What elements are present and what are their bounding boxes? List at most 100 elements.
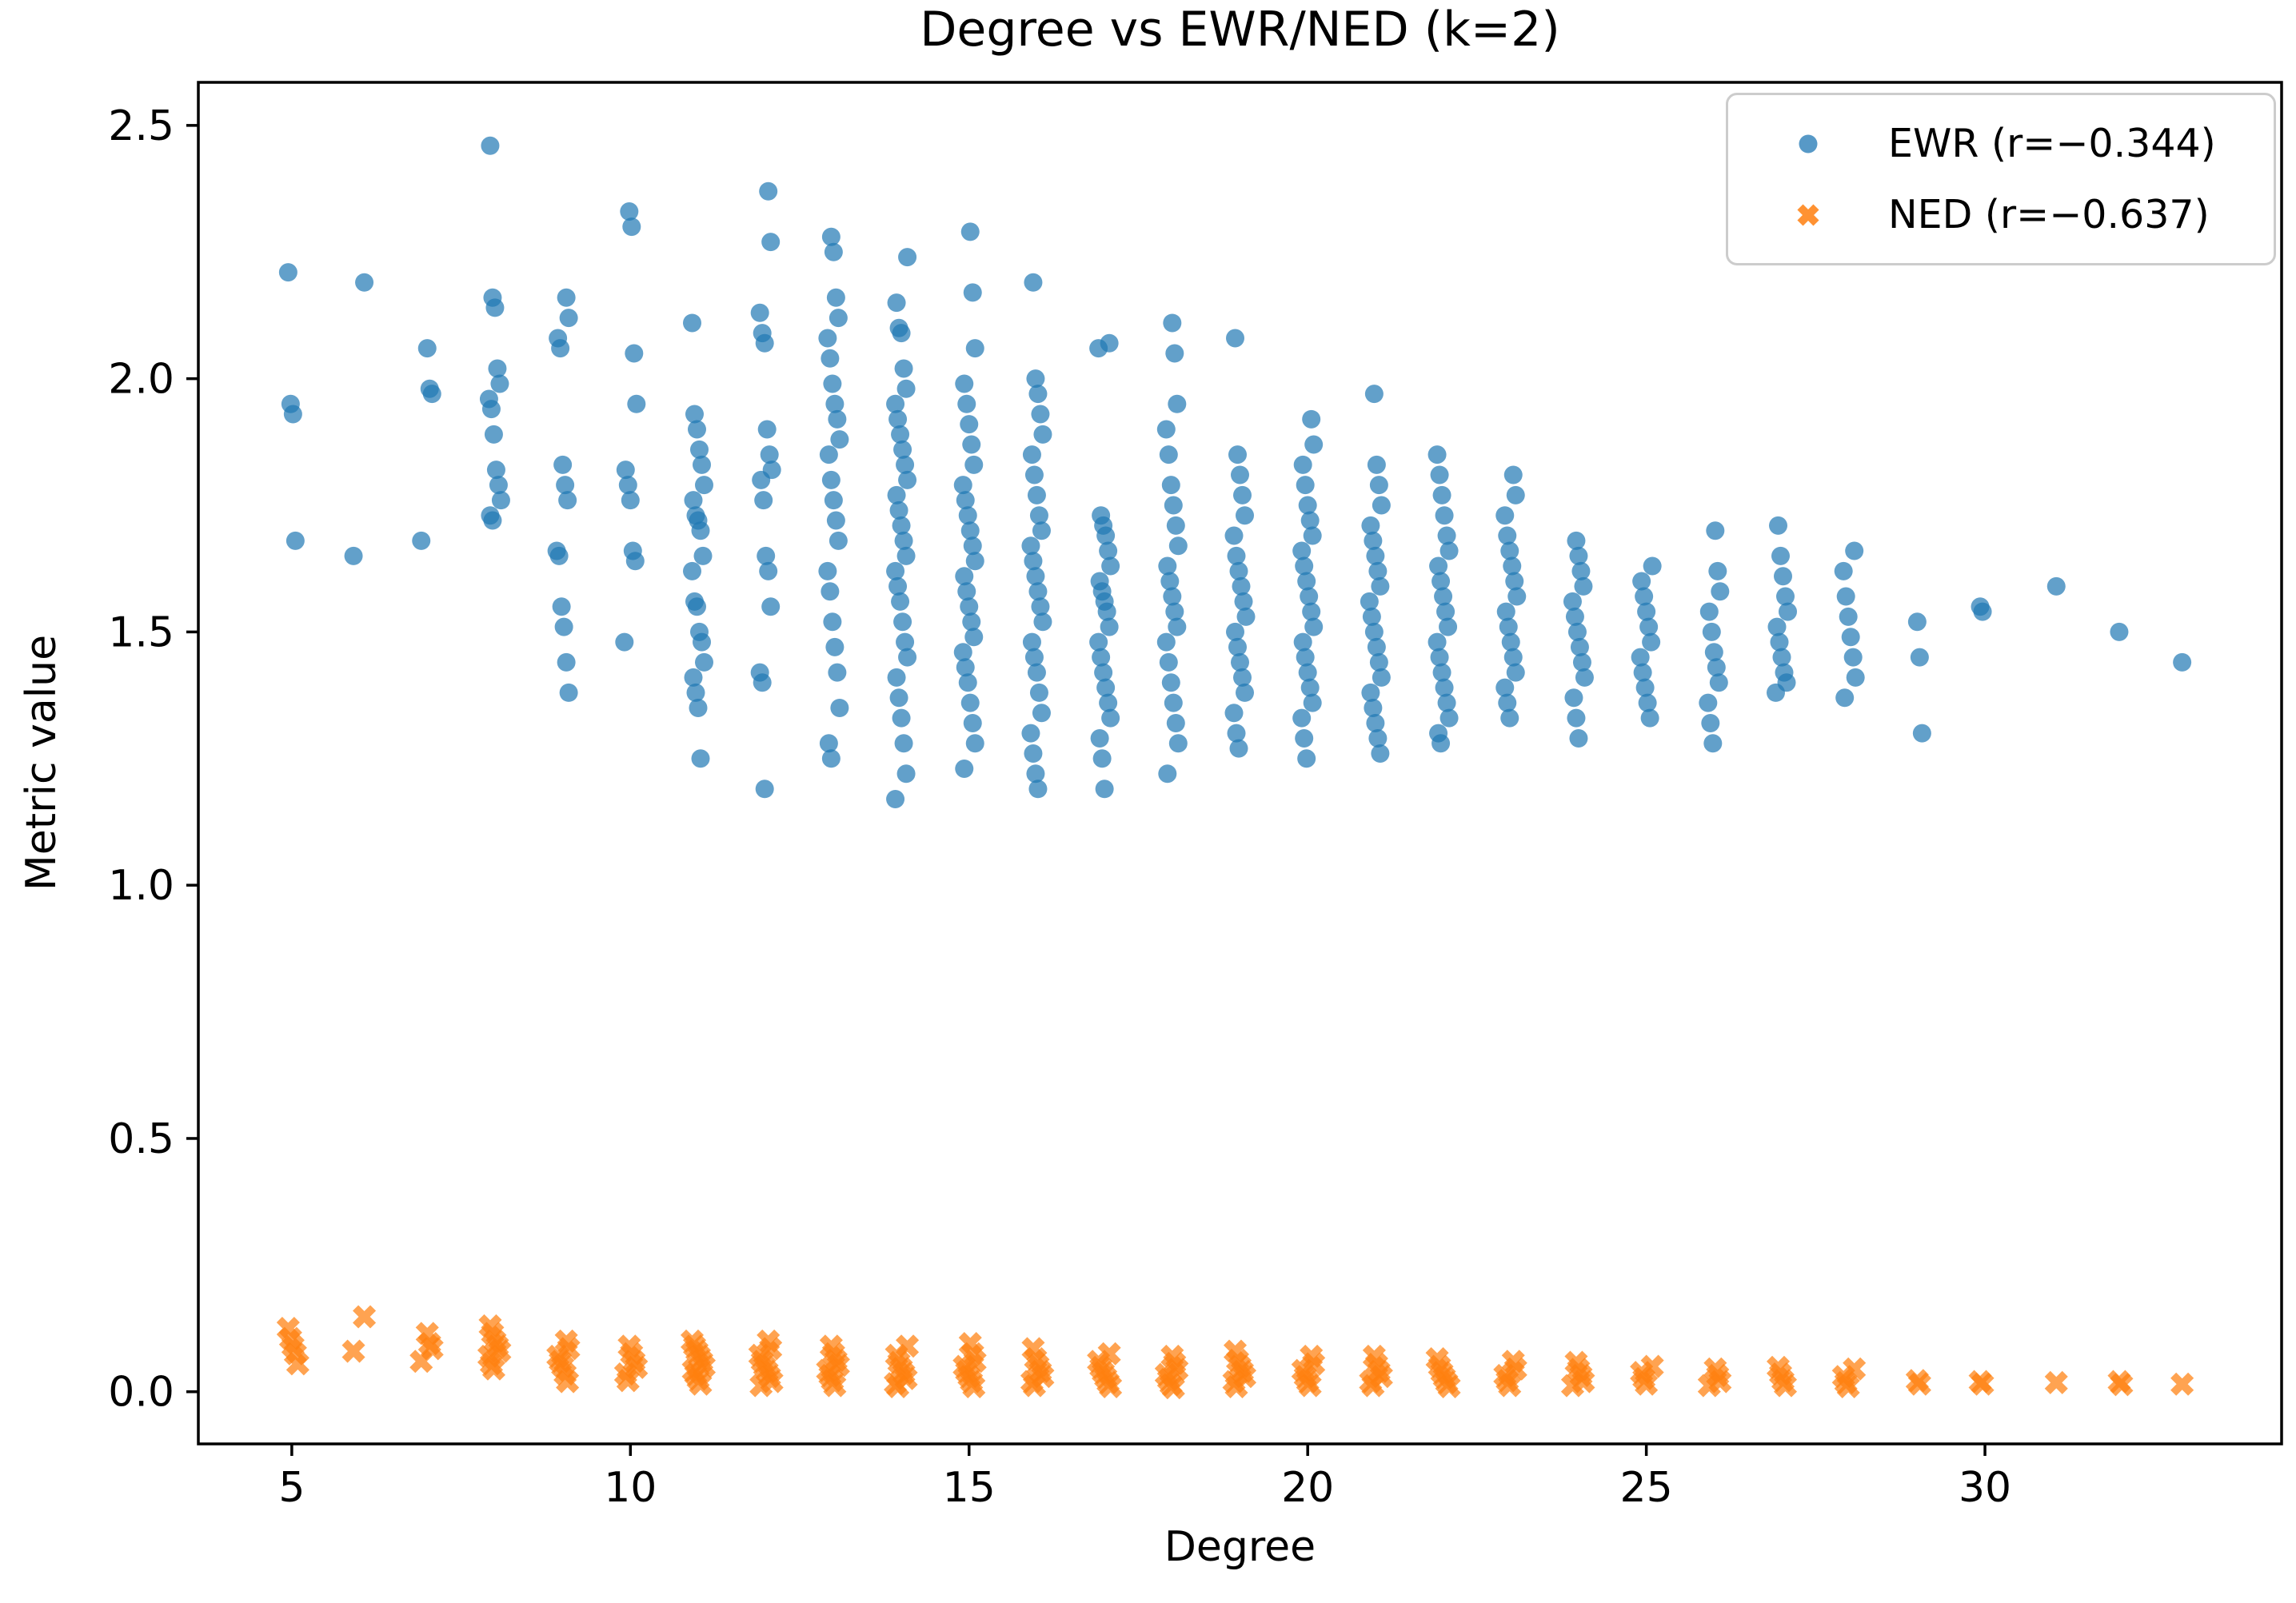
ewr-point	[684, 668, 703, 687]
ewr-point	[1495, 506, 1515, 525]
ewr-point	[491, 491, 510, 510]
ned-point	[1560, 1374, 1584, 1398]
ewr-point	[887, 485, 906, 504]
ewr-point	[829, 531, 848, 550]
ewr-point	[1303, 693, 1322, 712]
ewr-point	[960, 415, 979, 434]
ewr-point	[1095, 780, 1114, 799]
ned-point	[1971, 1372, 1995, 1396]
ewr-point	[1569, 546, 1588, 565]
ewr-point	[962, 435, 981, 454]
ewr-point	[896, 379, 916, 398]
ned-point	[689, 1372, 713, 1396]
ewr-point	[1163, 587, 1182, 606]
ewr-point	[1642, 632, 1661, 652]
ewr-point	[826, 288, 845, 307]
ewr-point	[1160, 572, 1180, 591]
ewr-point	[1506, 485, 1525, 504]
ewr-point	[689, 440, 709, 459]
ewr-point	[1500, 708, 1519, 728]
ewr-point	[484, 425, 503, 444]
ewr-point	[892, 708, 911, 728]
ewr-point	[1499, 617, 1518, 636]
x-tick-label: 15	[943, 1464, 996, 1512]
ewr-point	[752, 470, 771, 489]
ewr-point	[1226, 329, 1244, 348]
ewr-point	[965, 734, 984, 753]
ewr-point	[422, 385, 441, 404]
ewr-point	[818, 561, 837, 580]
ewr-point	[1158, 764, 1177, 784]
ned-point	[1298, 1374, 1322, 1398]
ewr-point	[1089, 339, 1108, 358]
y-tick-label: 2.5	[108, 102, 174, 150]
ewr-point	[553, 455, 573, 474]
ewr-point	[898, 648, 917, 667]
ewr-point	[1228, 637, 1247, 656]
ewr-point	[1226, 622, 1244, 641]
ewr-point	[1436, 602, 1455, 621]
ned-point	[341, 1339, 365, 1363]
ewr-point	[1295, 556, 1314, 576]
ewr-point	[819, 445, 838, 465]
ewr-point	[344, 546, 363, 565]
ned-point	[1498, 1374, 1522, 1398]
y-tick-label: 2.0	[108, 356, 174, 404]
ewr-point	[689, 698, 708, 717]
ewr-point	[958, 673, 977, 692]
ewr-point	[1496, 602, 1515, 621]
ewr-point	[1779, 602, 1798, 621]
ewr-point	[1097, 602, 1116, 621]
x-tick-label: 20	[1281, 1464, 1334, 1512]
ewr-point	[1364, 622, 1384, 641]
ewr-point	[692, 455, 711, 474]
ewr-point	[1296, 476, 1315, 495]
ewr-point	[1439, 541, 1459, 560]
ewr-point	[1021, 536, 1040, 556]
legend-entry-ewr: EWR (r=−0.344)	[1728, 121, 2274, 166]
ewr-point	[823, 374, 842, 393]
ewr-point	[824, 242, 843, 261]
ewr-point	[1028, 582, 1048, 601]
ewr-point	[821, 227, 841, 246]
ewr-point	[1437, 526, 1456, 545]
ewr-point	[1297, 749, 1316, 768]
ewr-point	[488, 359, 507, 378]
ewr-point	[893, 612, 912, 632]
ewr-point	[1296, 648, 1315, 667]
ewr-point	[761, 233, 781, 252]
ewr-point	[1639, 617, 1659, 636]
ewr-point	[1506, 663, 1525, 682]
ewr-point	[1776, 587, 1795, 606]
ewr-point	[1364, 385, 1384, 404]
ewr-point	[886, 561, 905, 580]
ewr-point	[1770, 632, 1789, 652]
ewr-point	[1233, 485, 1252, 504]
ewr-point	[1429, 556, 1448, 576]
ewr-point	[1304, 617, 1324, 636]
ewr-point	[1166, 713, 1185, 732]
ewr-point	[278, 263, 297, 282]
ewr-point	[1300, 587, 1319, 606]
plot-spines	[197, 81, 2283, 1445]
ned-point	[1437, 1374, 1461, 1398]
ewr-point	[556, 476, 575, 495]
ewr-point	[955, 759, 974, 778]
ned-point	[1697, 1374, 1721, 1398]
ewr-point	[685, 405, 704, 424]
ewr-point	[1704, 643, 1723, 662]
ewr-point	[1366, 713, 1385, 732]
ewr-point	[1567, 708, 1586, 728]
ewr-point	[1432, 485, 1451, 504]
ewr-point	[1361, 516, 1380, 535]
ewr-point	[1428, 445, 1447, 465]
ewr-point	[1432, 734, 1451, 753]
ewr-point	[481, 136, 500, 155]
ned-point	[409, 1350, 433, 1374]
ewr-point	[1101, 556, 1120, 576]
ewr-point	[753, 673, 772, 692]
ewr-point	[829, 309, 848, 328]
ned-point	[1773, 1374, 1798, 1398]
ewr-point	[286, 531, 305, 550]
